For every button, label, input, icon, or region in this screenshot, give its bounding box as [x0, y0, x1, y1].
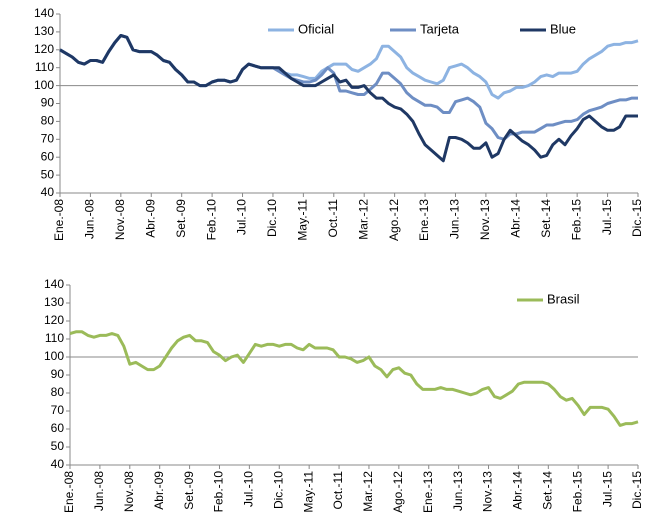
x-tick-label: Jul.-10 [242, 471, 256, 507]
x-tick-label: Abr.-14 [511, 471, 525, 510]
x-tick-label: Oct.-11 [326, 199, 340, 238]
legend-label: Tarjeta [420, 21, 460, 36]
x-tick-label: Nov.-08 [122, 471, 136, 512]
x-tick-label: May.-11 [296, 199, 310, 241]
legend-label: Brasil [547, 291, 580, 306]
x-tick-label: Set.-09 [182, 471, 196, 510]
y-tick-label: 100 [44, 349, 64, 363]
y-tick-label: 70 [51, 403, 65, 417]
x-tick-label: Ene.-13 [421, 471, 435, 513]
x-tick-label: Dic.-15 [630, 471, 644, 509]
x-tick-label: Jul.-15 [600, 199, 614, 235]
y-tick-label: 80 [51, 385, 65, 399]
x-tick-label: Abr.-09 [143, 199, 157, 238]
y-tick-label: 100 [34, 78, 54, 92]
line-series [59, 34, 638, 163]
line-series [69, 330, 639, 427]
y-tick-label: 40 [41, 185, 55, 199]
x-tick-label: Set.-09 [174, 199, 188, 238]
x-tick-label: Ene.-08 [52, 199, 66, 241]
x-tick-label: Feb.-15 [570, 471, 584, 513]
y-tick-label: 120 [34, 42, 54, 56]
x-tick-label: Ene.-08 [62, 471, 76, 513]
x-tick-label: Nov.-13 [478, 199, 492, 240]
x-tick-label: Jul.-15 [600, 471, 614, 507]
x-tick-label: Set.-14 [540, 471, 554, 510]
x-tick-label: Nov.-08 [113, 199, 127, 240]
x-tick-label: Oct.-11 [331, 471, 345, 510]
x-tick-label: Jun.-08 [92, 471, 106, 511]
x-tick-label: Dic.-10 [271, 471, 285, 509]
y-tick-label: 80 [41, 114, 55, 128]
x-tick-label: Feb.-10 [204, 199, 218, 241]
y-tick-label: 90 [41, 96, 55, 110]
x-tick-label: Abr.-09 [152, 471, 166, 510]
x-tick-label: Set.-14 [539, 199, 553, 238]
x-tick-label: Jun.-13 [451, 471, 465, 511]
x-tick-label: Jul.-10 [235, 199, 249, 235]
y-tick-label: 140 [34, 6, 54, 20]
x-tick-label: Feb.-10 [212, 471, 226, 513]
y-tick-label: 50 [41, 167, 55, 181]
y-tick-label: 130 [34, 24, 54, 38]
x-tick-label: Jun.-13 [448, 199, 462, 239]
y-tick-label: 60 [51, 421, 65, 435]
y-tick-label: 110 [35, 60, 54, 74]
y-tick-label: 140 [44, 277, 64, 291]
y-tick-label: 50 [51, 439, 65, 453]
x-tick-label: Mar.-12 [356, 199, 370, 240]
x-tick-label: Ago.-12 [391, 471, 405, 513]
y-tick-label: 90 [51, 367, 65, 381]
x-tick-label: Jun.-08 [83, 199, 97, 239]
y-tick-label: 40 [51, 457, 65, 471]
legend-label: Oficial [298, 21, 334, 36]
x-tick-label: Dic.-15 [630, 199, 644, 237]
x-tick-label: Ene.-13 [417, 199, 431, 241]
y-tick-label: 110 [45, 331, 64, 345]
x-tick-label: Feb.-15 [569, 199, 583, 241]
legend-label: Blue [550, 21, 576, 36]
x-tick-label: Mar.-12 [361, 471, 375, 512]
x-tick-label: Ago.-12 [387, 199, 401, 241]
y-tick-label: 130 [44, 295, 64, 309]
x-tick-label: Abr.-14 [508, 199, 522, 238]
line-series [59, 34, 639, 100]
y-tick-label: 70 [41, 131, 55, 145]
y-tick-label: 60 [41, 149, 55, 163]
x-tick-label: Nov.-13 [481, 471, 495, 512]
y-tick-label: 120 [44, 313, 64, 327]
x-tick-label: Dic.-10 [265, 199, 279, 237]
x-tick-label: May.-11 [301, 471, 315, 513]
